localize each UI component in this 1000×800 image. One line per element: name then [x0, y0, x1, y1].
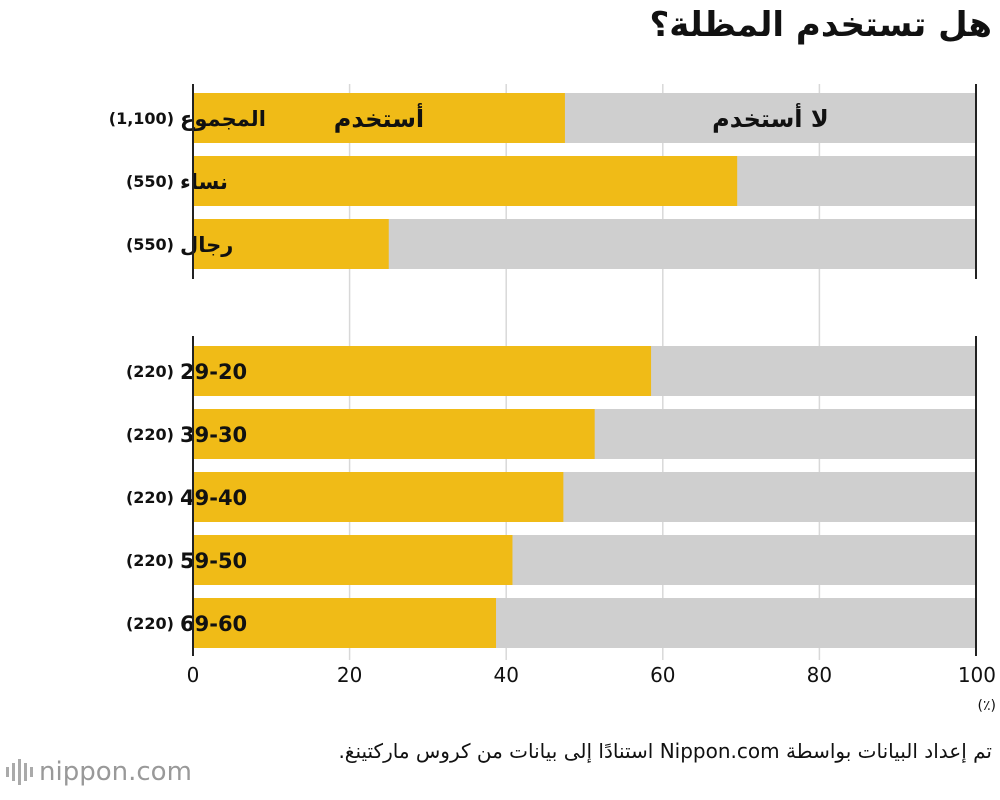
bar-use: [193, 598, 497, 648]
row-count: (220): [126, 425, 174, 444]
row-count: (220): [126, 614, 174, 633]
nippon-logo-icon: [6, 757, 33, 787]
row-label: 49-40: [180, 486, 247, 510]
logo-name: nippon: [39, 757, 129, 787]
segment-label-no-use: لا أستخدم: [712, 103, 829, 133]
row-count: (550): [126, 172, 174, 191]
row-count: (220): [126, 488, 174, 507]
bar-use: [193, 156, 738, 206]
x-axis-unit: (٪): [978, 698, 996, 714]
logo-text: nippon.com: [39, 757, 192, 787]
x-tick-label: 20: [337, 663, 362, 687]
nippon-logo: nippon.com: [6, 757, 192, 787]
logo-suffix: .com: [128, 757, 192, 787]
x-tick-label: 0: [187, 663, 200, 687]
row-count: (1,100): [109, 109, 174, 128]
x-tick-label: 100: [958, 663, 996, 687]
row-label: المجموع: [180, 107, 266, 131]
row-label: 29-20: [180, 360, 247, 384]
segment-label-use: أستخدم: [334, 103, 424, 133]
x-tick-label: 40: [493, 663, 518, 687]
bar-chart: المجموع (1,100) نساء (550) رجال (550) 29-20 (22…: [109, 84, 996, 714]
row-count: (220): [126, 551, 174, 570]
bar-use: [193, 219, 389, 269]
bar-use: [193, 93, 565, 143]
source-note: تم إعداد البيانات بواسطة Nippon.com استن…: [338, 739, 992, 763]
row-count: (220): [126, 362, 174, 381]
bar-use: [193, 409, 595, 459]
bar-use: [193, 535, 513, 585]
row-label: 59-50: [180, 549, 247, 573]
row-label: نساء: [180, 170, 228, 194]
row-label: رجال: [180, 233, 233, 257]
bar-use: [193, 346, 652, 396]
x-tick-label: 60: [650, 663, 675, 687]
row-label: 39-30: [180, 423, 247, 447]
bar-use: [193, 472, 564, 522]
row-count: (550): [126, 235, 174, 254]
chart-title: هل تستخدم المظلة؟: [649, 5, 992, 45]
row-label: 69-60: [180, 612, 247, 636]
x-tick-label: 80: [807, 663, 832, 687]
